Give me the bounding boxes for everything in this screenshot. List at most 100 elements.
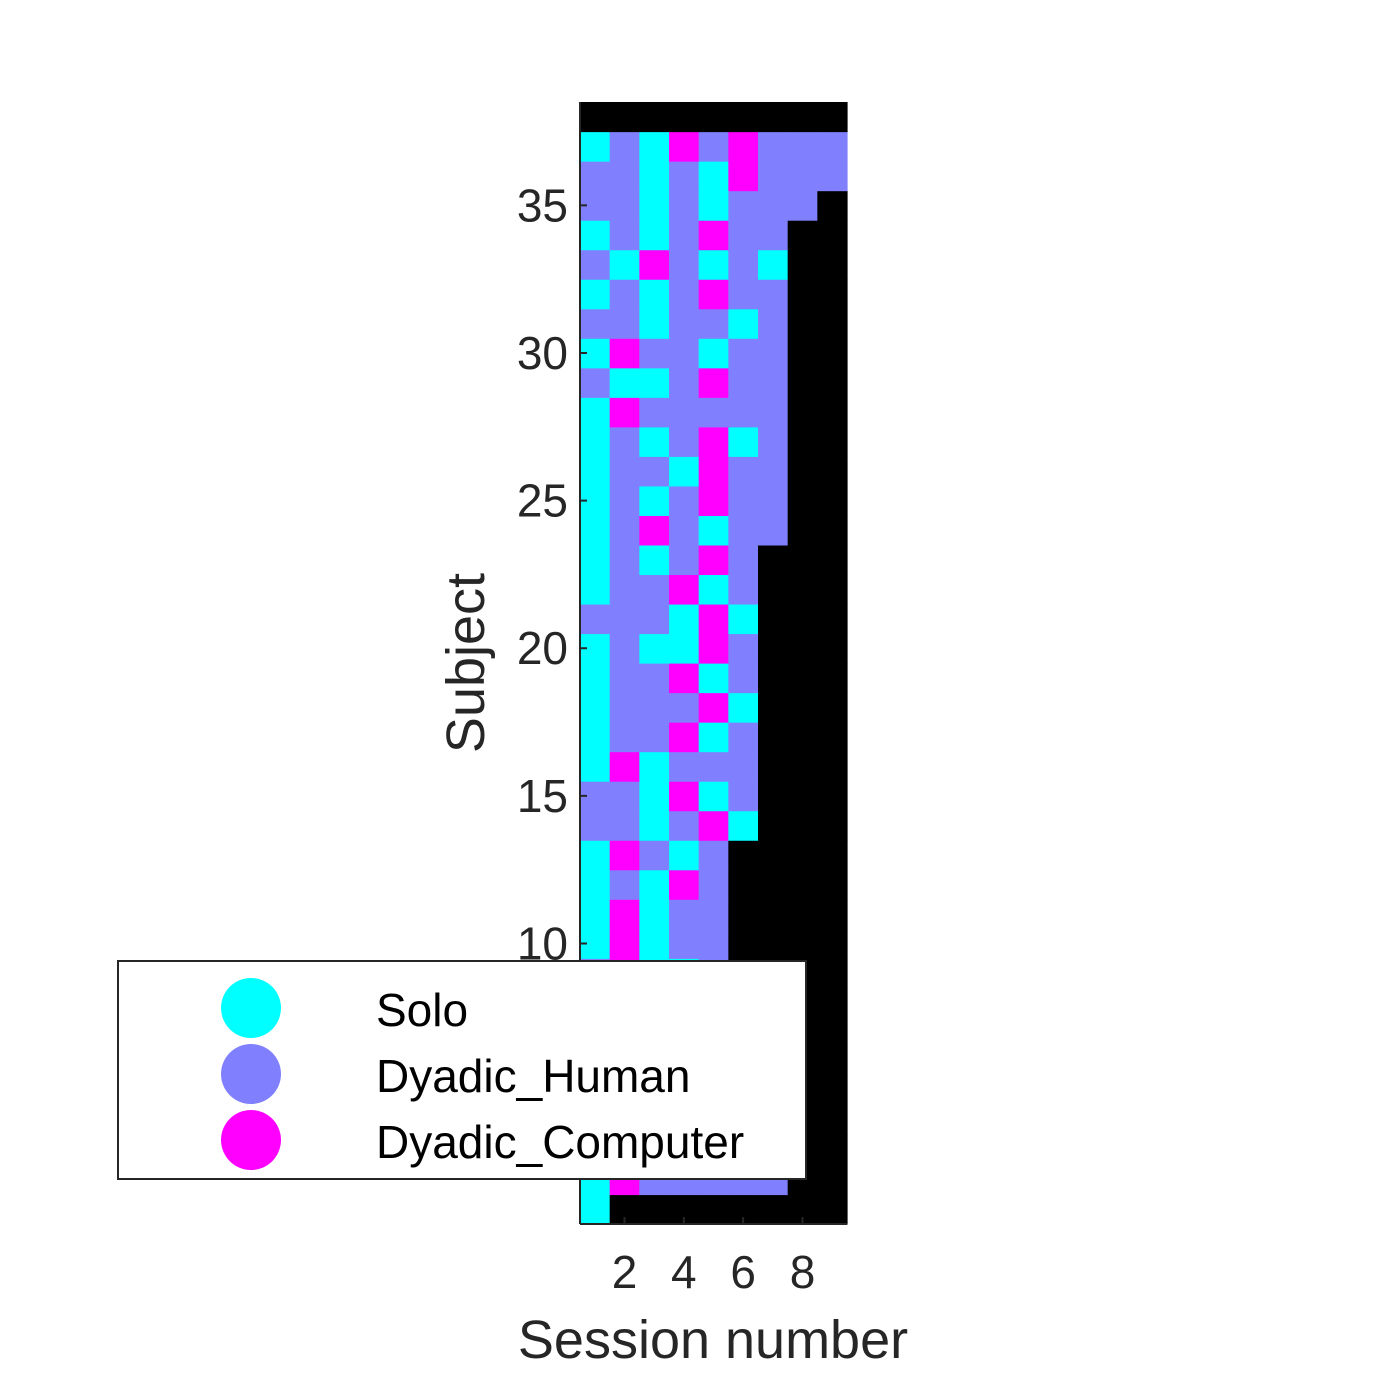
heatmap-cell xyxy=(609,249,640,280)
heatmap-cell xyxy=(758,397,789,428)
heatmap-cell xyxy=(609,102,640,133)
heatmap-cell xyxy=(758,190,789,221)
heatmap-cell xyxy=(817,751,848,782)
heatmap-cell xyxy=(817,663,848,694)
heatmap-cell xyxy=(817,249,848,280)
heatmap-cell xyxy=(728,515,759,546)
heatmap-cell xyxy=(787,928,818,959)
heatmap-cell xyxy=(609,781,640,812)
heatmap-cell xyxy=(817,131,848,162)
heatmap-cell xyxy=(609,840,640,871)
legend-entry-solo: Solo xyxy=(119,975,805,1041)
heatmap-cell xyxy=(817,1105,848,1137)
heatmap-cell xyxy=(728,102,759,133)
y-tick-label: 20 xyxy=(517,622,568,674)
heatmap-cell xyxy=(609,544,640,576)
heatmap-cell xyxy=(609,751,640,782)
heatmap-cell xyxy=(669,367,700,398)
heatmap-cell xyxy=(669,279,700,310)
heatmap-cell xyxy=(669,131,700,162)
heatmap-cell xyxy=(758,102,789,133)
heatmap-cell xyxy=(787,102,818,133)
heatmap-cell xyxy=(817,958,848,989)
heatmap-cell xyxy=(758,220,789,251)
heatmap-cell xyxy=(609,190,640,221)
heatmap-cell xyxy=(609,485,640,516)
heatmap-cell xyxy=(580,515,611,546)
heatmap-cell xyxy=(698,810,729,841)
heatmap-cell xyxy=(758,603,789,635)
heatmap-cell xyxy=(669,338,700,369)
heatmap-cell xyxy=(669,869,700,900)
heatmap-cell xyxy=(669,456,700,487)
heatmap-cell xyxy=(609,338,640,369)
x-tick-label: 2 xyxy=(612,1246,638,1298)
heatmap-cell xyxy=(669,249,700,280)
heatmap-cell xyxy=(669,485,700,516)
heatmap-cell xyxy=(787,456,818,487)
heatmap-cell xyxy=(787,338,818,369)
legend-marker-solo xyxy=(221,978,281,1038)
heatmap-cell xyxy=(580,249,611,280)
heatmap-cell xyxy=(728,751,759,782)
heatmap-cell xyxy=(580,574,611,605)
heatmap-cell xyxy=(698,249,729,280)
heatmap-cell xyxy=(817,190,848,221)
heatmap-cell xyxy=(698,515,729,546)
heatmap-cell xyxy=(669,810,700,841)
heatmap-cell xyxy=(639,1194,670,1225)
heatmap-cell xyxy=(698,161,729,192)
heatmap-cell xyxy=(698,899,729,930)
heatmap-cell xyxy=(758,840,789,871)
heatmap-cell xyxy=(639,603,670,635)
heatmap-cell xyxy=(639,308,670,339)
heatmap-cell xyxy=(580,426,611,457)
heatmap-cell xyxy=(639,840,670,871)
heatmap-cell xyxy=(669,308,700,339)
heatmap-cell xyxy=(817,338,848,369)
heatmap-cell xyxy=(728,279,759,310)
heatmap-cell xyxy=(787,781,818,812)
heatmap-cell xyxy=(787,810,818,841)
heatmap-cell xyxy=(817,840,848,871)
heatmap-cell xyxy=(669,663,700,694)
heatmap-cell xyxy=(669,692,700,723)
heatmap-cell xyxy=(728,308,759,339)
heatmap-cell xyxy=(728,928,759,959)
heatmap-cell xyxy=(758,544,789,576)
heatmap-cell xyxy=(698,190,729,221)
heatmap-cell xyxy=(609,899,640,930)
heatmap-cell xyxy=(728,426,759,457)
heatmap-cell xyxy=(787,869,818,900)
y-tick-label: 35 xyxy=(517,179,568,231)
heatmap-cell xyxy=(580,899,611,930)
heatmap-cell xyxy=(787,190,818,221)
heatmap-cell xyxy=(817,220,848,251)
heatmap-cell xyxy=(609,367,640,398)
heatmap-cell xyxy=(669,781,700,812)
heatmap-cell xyxy=(728,810,759,841)
heatmap-cell xyxy=(698,220,729,251)
heatmap-cell xyxy=(698,131,729,162)
heatmap-cell xyxy=(639,131,670,162)
heatmap-cell xyxy=(609,279,640,310)
heatmap-cell xyxy=(758,456,789,487)
heatmap-cell xyxy=(669,515,700,546)
heatmap-cell xyxy=(758,485,789,516)
heatmap-cell xyxy=(609,426,640,457)
heatmap-cell xyxy=(817,308,848,339)
heatmap-cell xyxy=(639,544,670,576)
heatmap-cell xyxy=(698,574,729,605)
heatmap-cell xyxy=(698,722,729,753)
y-tick-label: 25 xyxy=(517,475,568,527)
heatmap-cell xyxy=(580,869,611,900)
heatmap-cell xyxy=(580,279,611,310)
heatmap-cell xyxy=(758,574,789,605)
x-axis-label: Session number xyxy=(518,1310,908,1370)
heatmap-cell xyxy=(669,751,700,782)
heatmap-cell xyxy=(698,456,729,487)
heatmap-cell xyxy=(758,1194,789,1225)
heatmap-cell xyxy=(787,899,818,930)
heatmap-cell xyxy=(698,338,729,369)
heatmap-cell xyxy=(609,663,640,694)
